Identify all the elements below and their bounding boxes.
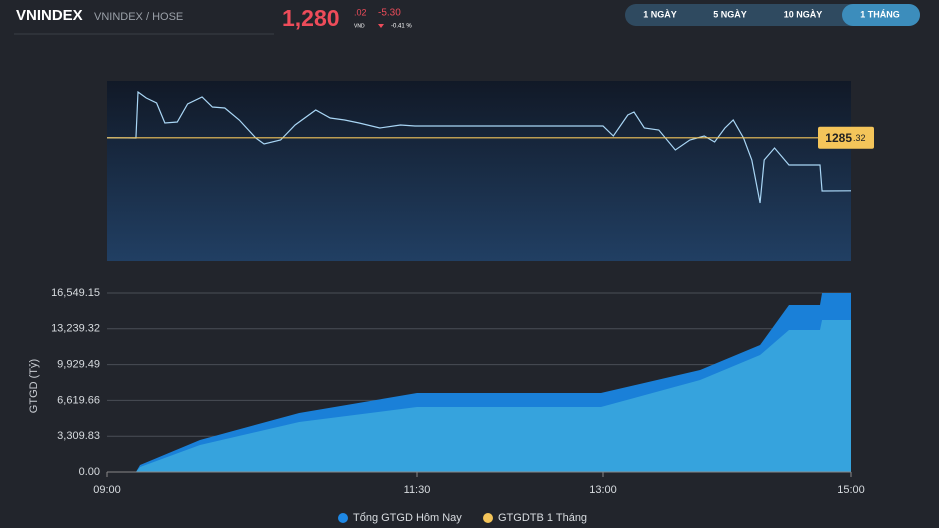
- range-button[interactable]: 1 THÁNG: [860, 9, 900, 19]
- y-tick-label: 3,309.83: [57, 430, 100, 442]
- range-button[interactable]: 10 NGÀY: [784, 9, 823, 19]
- x-tick-label: 11:30: [404, 484, 431, 496]
- y-tick-label: 0.00: [79, 466, 100, 478]
- legend-label: GTGDTB 1 Tháng: [498, 512, 587, 524]
- reference-label: 1285: [825, 131, 852, 145]
- area: [107, 319, 851, 472]
- range-button-active[interactable]: [842, 4, 920, 26]
- price-decimal: .02: [354, 7, 367, 17]
- x-tick-label: 13:00: [589, 484, 617, 496]
- legend-marker: [338, 513, 348, 523]
- range-buttons: 1 NGÀY 5 NGÀY 10 NGÀY 1 THÁNG: [643, 4, 920, 26]
- change-pct: -0.41 %: [391, 24, 412, 30]
- legend-label: Tổng GTGD Hôm Nay: [353, 512, 462, 524]
- x-tick-label: 15:00: [837, 484, 865, 496]
- price-panel: [107, 81, 851, 261]
- symbol: VNINDEX: [16, 7, 83, 24]
- exchange: VNINDEX / HOSE: [94, 11, 183, 23]
- price-line: [106, 90, 852, 204]
- range-button[interactable]: 5 NGÀY: [713, 9, 747, 19]
- unit: VND: [354, 23, 365, 29]
- range-button[interactable]: 1 NGÀY: [643, 9, 677, 19]
- legend-marker: [483, 513, 493, 523]
- price: 1,280: [282, 5, 340, 31]
- y-axis-label: GTGD (Tỷ): [28, 359, 40, 413]
- down-arrow: [378, 24, 384, 28]
- y-tick-label: 6,619.66: [57, 394, 100, 406]
- change: -5.30: [378, 8, 401, 19]
- reference-tag: [818, 126, 874, 149]
- x-tick-label: 09:00: [93, 484, 121, 496]
- y-tick-label: 9,929.49: [57, 359, 100, 371]
- y-tick-label: 16,549.15: [51, 287, 100, 299]
- y-tick-label: 13,239.32: [51, 323, 100, 335]
- reference-decimal: .32: [853, 133, 866, 143]
